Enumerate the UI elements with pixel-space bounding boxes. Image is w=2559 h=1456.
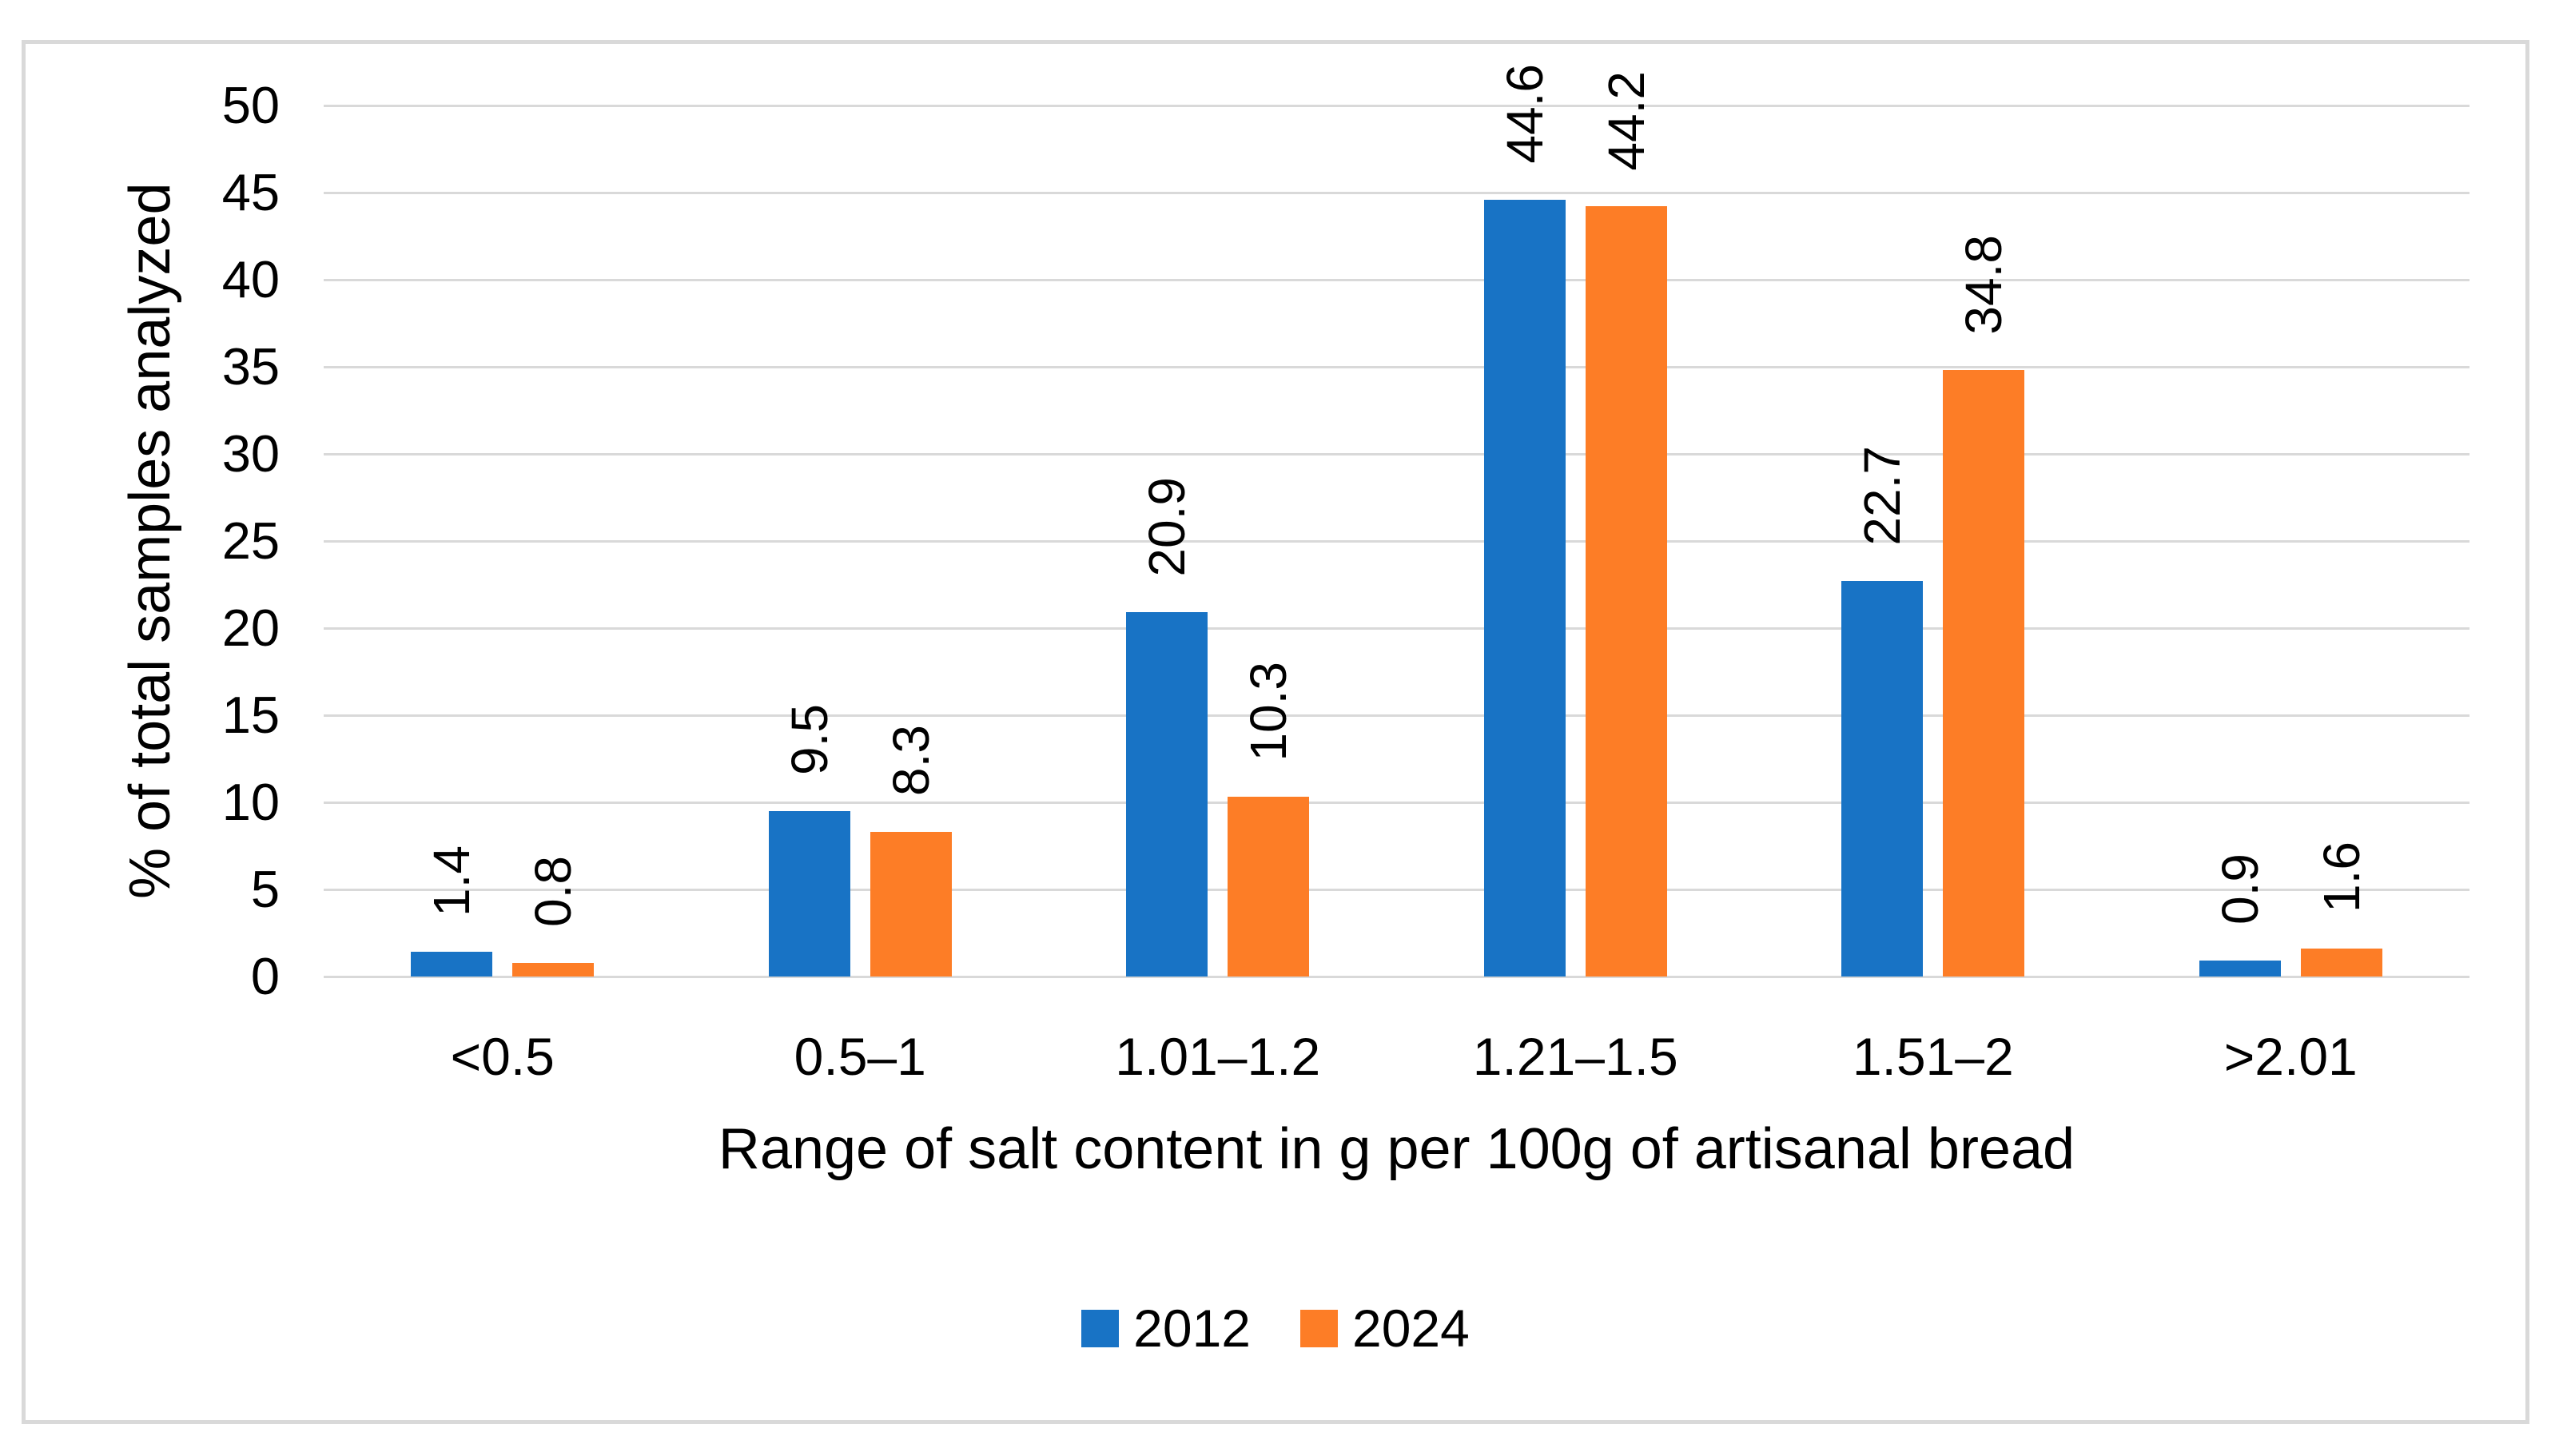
x-category-label-0.5–1: 0.5–1 xyxy=(794,1027,926,1086)
x-category-label-1.21–1.5: 1.21–1.5 xyxy=(1472,1027,1678,1086)
x-category-label-1.51–2: 1.51–2 xyxy=(1852,1027,2014,1086)
gridline-25 xyxy=(324,539,2469,543)
bar-2024-<0.5 xyxy=(512,962,595,977)
bar-2012-1.51–2 xyxy=(1841,581,1924,977)
bar-2024-1.21–1.5 xyxy=(1585,206,1667,977)
legend-item-2024: 2024 xyxy=(1300,1300,1470,1356)
gridline-10 xyxy=(324,801,2469,804)
data-label-2024-1.01–1.2: 10.3 xyxy=(1240,661,1298,762)
x-category-label-1.01–1.2: 1.01–1.2 xyxy=(1115,1027,1321,1086)
gridline-30 xyxy=(324,452,2469,455)
legend-swatch-2024-icon xyxy=(1300,1309,1338,1347)
legend-label-2024: 2024 xyxy=(1352,1299,1470,1358)
y-tick-label-40: 40 xyxy=(221,250,280,308)
x-category-label-<0.5: <0.5 xyxy=(450,1027,555,1086)
y-tick-label-50: 50 xyxy=(221,76,280,134)
chart-frame xyxy=(22,40,2529,1424)
data-label-2012-1.21–1.5: 44.6 xyxy=(1495,64,1554,164)
gridline-50 xyxy=(324,104,2469,107)
bar-2024-0.5–1 xyxy=(870,832,952,977)
gridline-5 xyxy=(324,888,2469,891)
y-tick-label-30: 30 xyxy=(221,424,280,483)
gridline-0 xyxy=(324,975,2469,978)
data-label-2024-1.51–2: 34.8 xyxy=(1955,234,2013,335)
gridline-35 xyxy=(324,365,2469,368)
data-label-2024-0.5–1: 8.3 xyxy=(882,725,940,797)
data-label-2012-0.5–1: 9.5 xyxy=(780,703,838,775)
bar-2024-1.01–1.2 xyxy=(1228,797,1310,977)
y-tick-label-35: 35 xyxy=(221,337,280,396)
bar-2012->2.01 xyxy=(2199,961,2281,977)
y-tick-label-45: 45 xyxy=(221,163,280,221)
y-tick-label-25: 25 xyxy=(221,511,280,570)
y-axis-title: % of total samples analyzed xyxy=(118,182,182,900)
gridline-15 xyxy=(324,714,2469,717)
legend-item-2012: 2012 xyxy=(1081,1300,1251,1356)
legend-label-2012: 2012 xyxy=(1133,1299,1251,1358)
legend-swatch-2012-icon xyxy=(1081,1309,1120,1347)
gridline-40 xyxy=(324,278,2469,281)
bar-2024->2.01 xyxy=(2300,949,2382,977)
gridline-45 xyxy=(324,191,2469,194)
bar-2012-1.21–1.5 xyxy=(1483,199,1566,977)
data-label-2024-1.21–1.5: 44.2 xyxy=(1597,70,1655,171)
y-tick-label-15: 15 xyxy=(221,686,280,744)
bar-2012-<0.5 xyxy=(411,952,493,977)
data-label-2012->2.01: 0.9 xyxy=(2211,853,2269,925)
data-label-2024->2.01: 1.6 xyxy=(2312,841,2370,913)
gridline-20 xyxy=(324,627,2469,630)
y-tick-label-5: 5 xyxy=(250,860,280,918)
bar-2012-0.5–1 xyxy=(768,810,850,977)
bar-2012-1.01–1.2 xyxy=(1126,612,1208,977)
bar-2024-1.51–2 xyxy=(1943,370,2025,977)
data-label-2012-<0.5: 1.4 xyxy=(423,845,481,917)
x-category-label->2.01: >2.01 xyxy=(2223,1027,2358,1086)
data-label-2012-1.01–1.2: 20.9 xyxy=(1138,476,1196,577)
y-tick-label-10: 10 xyxy=(221,773,280,831)
y-tick-label-20: 20 xyxy=(221,599,280,657)
x-axis-title: Range of salt content in g per 100g of a… xyxy=(718,1117,2075,1181)
data-label-2012-1.51–2: 22.7 xyxy=(1853,445,1912,546)
legend: 2012 2024 xyxy=(22,1296,2529,1360)
data-label-2024-<0.5: 0.8 xyxy=(524,855,583,927)
y-tick-label-0: 0 xyxy=(250,947,280,1005)
